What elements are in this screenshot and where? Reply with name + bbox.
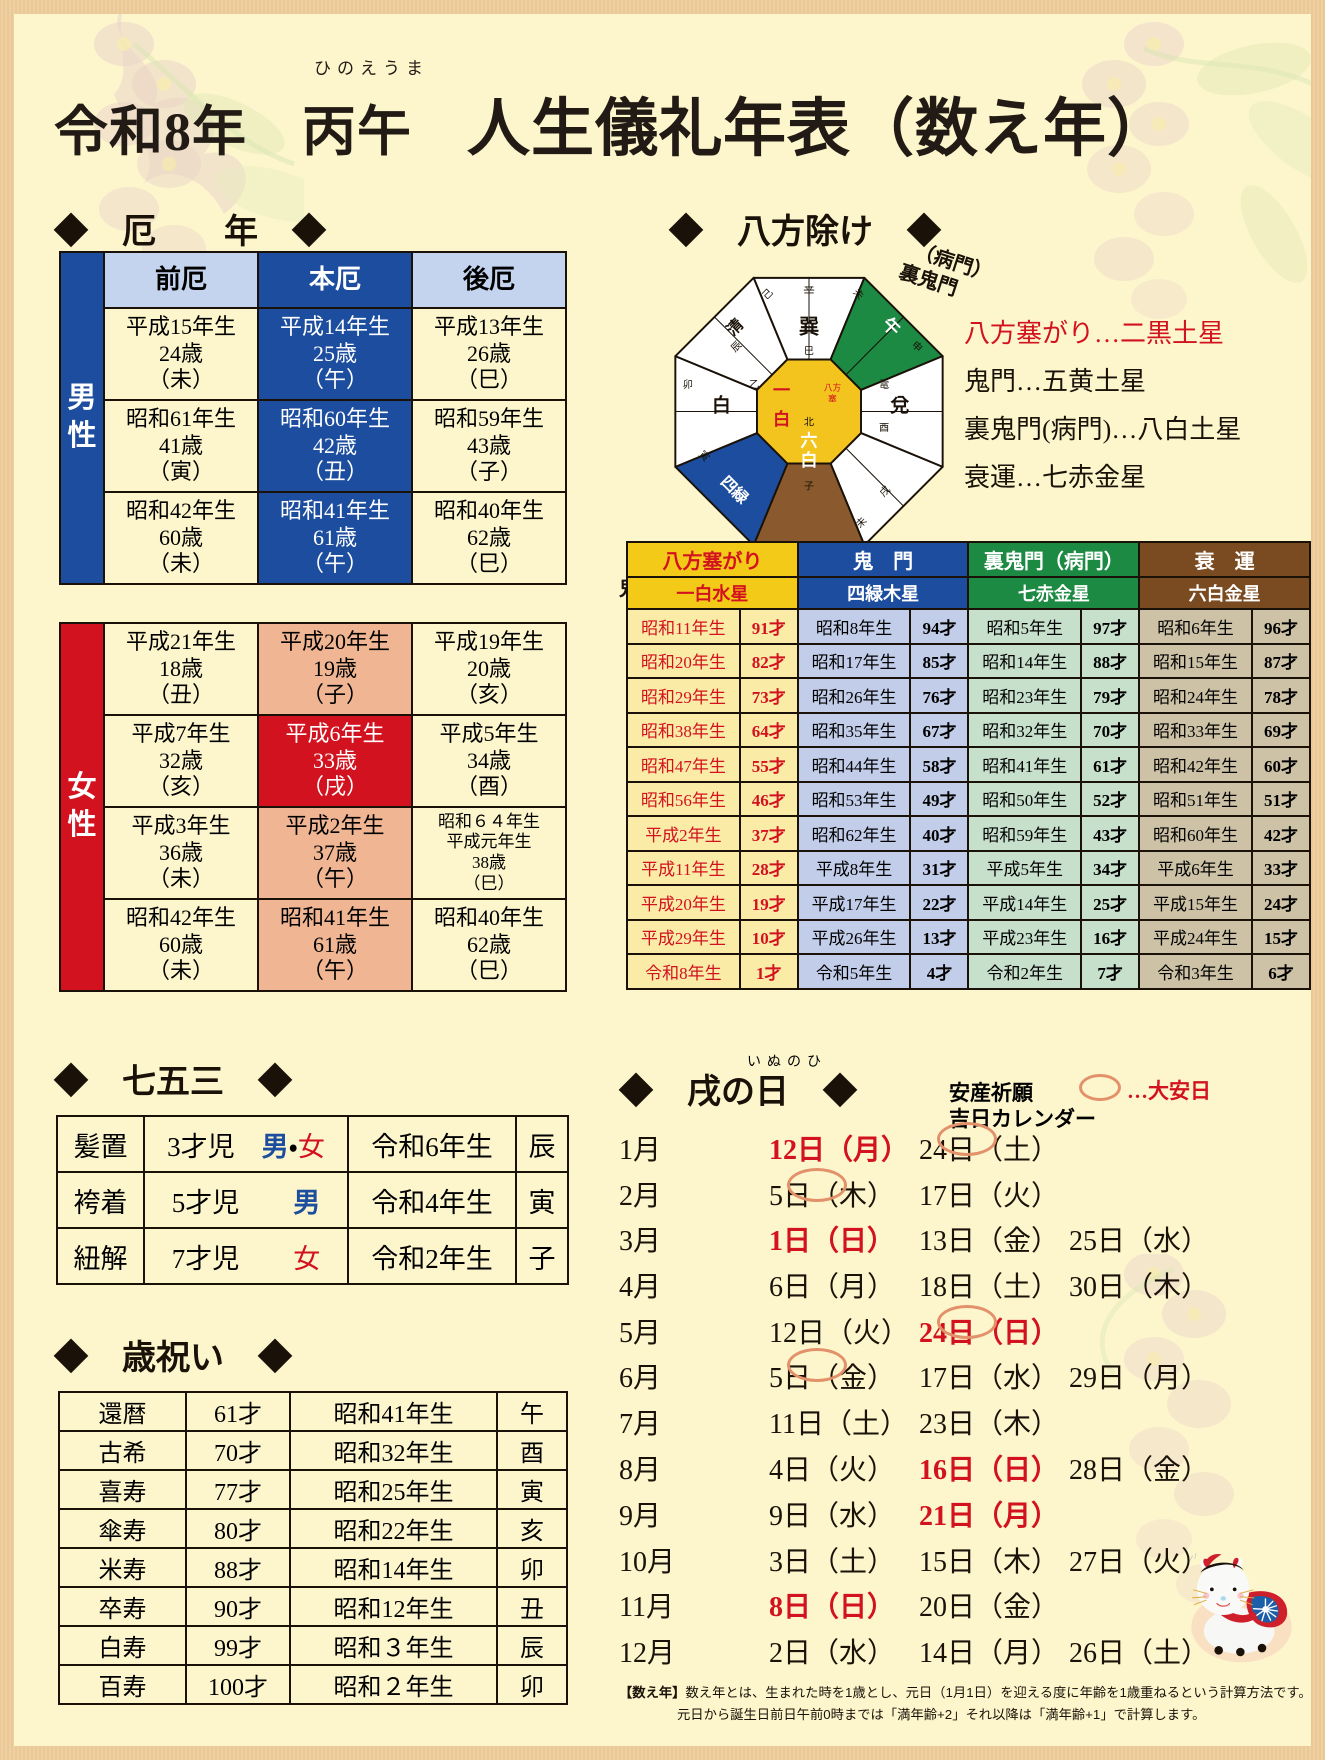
svg-text:白: 白	[800, 450, 817, 470]
svg-text:乙: 乙	[749, 379, 759, 391]
svg-text:電: 電	[879, 379, 889, 391]
svg-text:卯: 卯	[683, 379, 693, 391]
svg-text:兌: 兌	[889, 395, 909, 417]
svg-text:巽: 巽	[799, 315, 820, 338]
svg-text:巳: 巳	[804, 345, 814, 357]
svg-text:一: 一	[773, 381, 790, 400]
svg-text:八方: 八方	[824, 381, 842, 392]
svg-text:北: 北	[804, 417, 814, 429]
svg-text:六: 六	[800, 432, 817, 451]
svg-text:子: 子	[804, 481, 814, 493]
svg-text:白: 白	[773, 409, 790, 429]
svg-text:辛: 辛	[803, 285, 815, 298]
svg-text:酉: 酉	[879, 423, 889, 434]
svg-text:塞: 塞	[828, 392, 837, 403]
svg-text:白: 白	[712, 394, 731, 417]
